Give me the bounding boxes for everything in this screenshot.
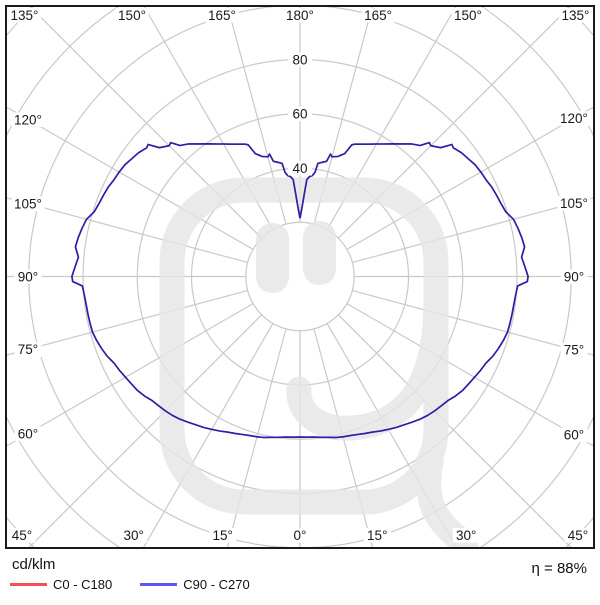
angle-tick-label-bg (115, 8, 149, 23)
angle-tick-label: 45° (568, 528, 588, 543)
angle-tick-label-bg (209, 528, 237, 543)
radial-tick-label-bg (288, 161, 312, 176)
angle-tick-label-bg (14, 426, 42, 442)
angle-tick-label-bg (8, 8, 41, 23)
angle-tick-label: 90° (564, 269, 584, 284)
angle-tick-label: 60° (18, 426, 38, 441)
angle-tick-label: 30° (124, 528, 144, 543)
angle-tick-label: 60° (564, 427, 584, 442)
curve-c90-c270 (71, 141, 529, 439)
angle-tick-label: 120° (560, 111, 588, 126)
legend-line-c0-c180 (10, 583, 47, 586)
angle-tick-label-bg (291, 528, 309, 543)
angle-tick-label-bg (451, 8, 485, 23)
angle-tick-label-bg (205, 8, 239, 23)
angle-tick-label-bg (14, 269, 42, 284)
angle-tick-label: 120° (14, 112, 42, 127)
polar-grid-spoke (326, 7, 457, 230)
unit-label: cd/klm (12, 556, 56, 573)
watermark-prong (256, 223, 289, 293)
efficiency-value: η = 88% (531, 560, 587, 577)
angle-tick-label-bg (559, 8, 592, 23)
manufacturer-logo-watermark (159, 177, 479, 547)
angle-tick-label: 30° (456, 528, 476, 543)
angle-tick-label: 0° (294, 528, 307, 543)
angle-tick-label-bg (11, 196, 45, 212)
angle-tick-label: 90° (18, 269, 38, 284)
angle-tick-label: 45° (12, 528, 32, 543)
angle-tick-label: 135° (562, 8, 590, 23)
radial-tick-label: 40 (292, 161, 307, 176)
radial-tick-label: 60 (292, 107, 307, 122)
angle-tick-label: 75° (18, 342, 38, 357)
angle-tick-label-bg (560, 342, 588, 358)
angle-tick-label-bg (560, 269, 588, 284)
watermark-tail (286, 287, 449, 441)
polar-grid-spoke (352, 289, 593, 356)
angle-tick-label: 165° (364, 8, 392, 23)
angle-tick-label-bg (560, 427, 588, 443)
angle-tick-label-bg (14, 342, 42, 357)
radial-tick-label-bg (288, 52, 312, 67)
angle-tick-label-bg (363, 528, 391, 543)
radial-tick-label: 80 (292, 52, 307, 67)
angle-tick-label: 105° (560, 196, 588, 211)
legend-label-c90-c270: C90 - C270 (183, 577, 250, 592)
angle-tick-label-bg (452, 528, 480, 543)
angle-tick-label: 15° (367, 528, 387, 543)
angle-tick-label: 165° (208, 8, 236, 23)
polar-grid-spoke (7, 303, 254, 447)
legend: C0 - C180 C90 - C270 (10, 577, 278, 592)
polar-grid-spoke (143, 7, 274, 230)
polar-grid-spoke (143, 323, 274, 547)
legend-line-c90-c270 (140, 583, 178, 586)
angle-tick-label-bg (8, 528, 36, 543)
angle-tick-label: 75° (564, 343, 584, 358)
polar-grid-spoke (28, 314, 263, 547)
angle-tick-label: 150° (454, 8, 482, 23)
legend-label-c0-c180: C0 - C180 (53, 577, 113, 592)
angle-tick-label-bg (361, 8, 395, 23)
polar-grid-spoke (337, 314, 572, 547)
tick-labels: 40 60 80 0° 15° 15° 30° 30° 45° 45° 60° 60° 75° 75° 90… (8, 8, 592, 543)
polar-grid-spoke (346, 303, 593, 447)
angle-tick-label-bg (557, 111, 591, 126)
angle-tick-label: 150° (118, 8, 146, 23)
angle-tick-label-bg (120, 528, 148, 543)
watermark-prong (303, 221, 336, 285)
angle-tick-label: 15° (213, 528, 233, 543)
radial-tick-label-bg (288, 106, 312, 122)
angle-tick-label-bg (283, 8, 317, 23)
angle-tick-label-bg (11, 112, 45, 127)
angle-tick-label: 180° (286, 8, 314, 23)
angle-tick-label: 105° (14, 196, 42, 211)
angle-tick-label: 135° (11, 8, 39, 23)
angle-tick-label-bg (564, 528, 592, 543)
angle-tick-label-bg (557, 196, 591, 211)
